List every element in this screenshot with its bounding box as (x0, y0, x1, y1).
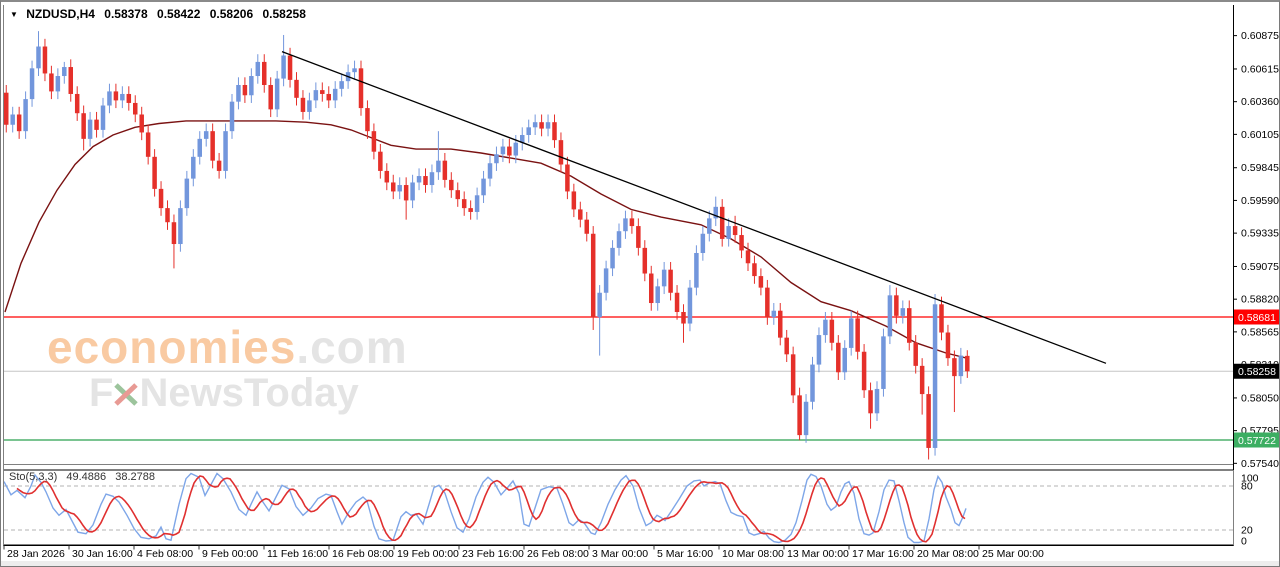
svg-text:0.58820: 0.58820 (1241, 294, 1279, 306)
svg-text:100: 100 (1241, 473, 1259, 485)
svg-text:0.57540: 0.57540 (1241, 458, 1279, 470)
svg-text:3 Mar 00:00: 3 Mar 00:00 (592, 548, 648, 560)
current-price-badge: 0.58258 (1234, 363, 1279, 379)
chart-title: ▼ NZDUSD,H4 0.58378 0.58422 0.58206 0.58… (10, 7, 306, 21)
svg-text:19 Feb 00:00: 19 Feb 00:00 (397, 548, 459, 560)
moving-average-line (4, 120, 968, 359)
svg-text:20: 20 (1241, 525, 1253, 537)
title-low: 0.58206 (209, 7, 254, 21)
resistance-price-badge: 0.58681 (1234, 309, 1279, 325)
svg-text:9 Feb 00:00: 9 Feb 00:00 (202, 548, 258, 560)
svg-text:30 Jan 16:00: 30 Jan 16:00 (72, 548, 133, 560)
watermark-newstoday: NewsToday (139, 371, 359, 415)
svg-text:11 Feb 16:00: 11 Feb 16:00 (267, 548, 328, 560)
svg-text:28 Jan 2026: 28 Jan 2026 (7, 548, 65, 560)
svg-text:4 Feb 08:00: 4 Feb 08:00 (137, 548, 193, 560)
svg-text:17 Mar 16:00: 17 Mar 16:00 (852, 548, 914, 560)
price-axis[interactable]: 0.60875 0.60615 0.60360 0.60105 0.59845 0.595… (1233, 30, 1279, 470)
descending-trendline (281, 51, 1107, 364)
sto-k-line (4, 472, 967, 544)
watermark-f: F (89, 371, 114, 415)
title-high: 0.58422 (157, 7, 201, 21)
watermark: economies.com F NewsToday (47, 324, 408, 413)
svg-text:0.59075: 0.59075 (1241, 261, 1279, 273)
svg-text:23 Feb 16:00: 23 Feb 16:00 (462, 548, 524, 560)
support-price-badge: 0.57722 (1234, 432, 1279, 448)
svg-text:0.57722: 0.57722 (1238, 435, 1276, 447)
symbol-period: NZDUSD,H4 (26, 7, 95, 21)
svg-text:13 Mar 00:00: 13 Mar 00:00 (787, 548, 849, 560)
stochastic-label: Sto(5,3,3) 49.4886 38.2788 (9, 471, 161, 483)
svg-text:80: 80 (1241, 481, 1253, 493)
svg-text:0.58681: 0.58681 (1238, 312, 1276, 324)
svg-text:20 Mar 08:00: 20 Mar 08:00 (917, 548, 979, 560)
svg-text:25 Mar 00:00: 25 Mar 00:00 (982, 548, 1044, 560)
borders-layer (3, 5, 1234, 546)
candles-layer (4, 31, 970, 460)
watermark-domain-text: .com (296, 321, 408, 373)
svg-text:0.59590: 0.59590 (1241, 195, 1279, 207)
svg-text:0.58258: 0.58258 (1238, 366, 1276, 378)
svg-text:0.60360: 0.60360 (1241, 96, 1279, 108)
time-axis[interactable]: 28 Jan 2026 30 Jan 16:00 4 Feb 08:00 9 Feb … (3, 545, 1044, 561)
svg-text:0.59845: 0.59845 (1241, 162, 1279, 174)
sto-k-value: 49.4886 (66, 471, 107, 483)
bottom-gray-strip (1, 561, 1279, 566)
watermark-brand-text: economies (47, 321, 297, 373)
svg-text:0.59335: 0.59335 (1241, 228, 1279, 240)
collapse-triangle-icon[interactable]: ▼ (10, 10, 18, 19)
svg-text:0.60615: 0.60615 (1241, 63, 1279, 75)
sto-name: Sto(5,3,3) (9, 471, 58, 483)
sto-d-value: 38.2788 (115, 471, 155, 483)
svg-text:0.58565: 0.58565 (1241, 326, 1279, 338)
svg-text:0.60105: 0.60105 (1241, 129, 1279, 141)
svg-text:16 Feb 08:00: 16 Feb 08:00 (332, 548, 394, 560)
svg-text:26 Feb 08:00: 26 Feb 08:00 (527, 548, 589, 560)
fx-x-icon (114, 383, 139, 406)
title-close: 0.58258 (262, 7, 306, 21)
svg-text:0.60875: 0.60875 (1241, 30, 1279, 42)
title-open: 0.58378 (104, 7, 148, 21)
svg-text:0.58050: 0.58050 (1241, 392, 1279, 404)
svg-text:0: 0 (1241, 536, 1247, 548)
svg-text:5 Mar 16:00: 5 Mar 16:00 (657, 548, 713, 560)
level-lines-layer (4, 316, 1233, 441)
sto-d-line (16, 475, 966, 543)
watermark-brand: economies.com (47, 324, 408, 370)
watermark-fxnewstoday: F NewsToday (89, 373, 408, 413)
svg-text:10 Mar 08:00: 10 Mar 08:00 (722, 548, 784, 560)
